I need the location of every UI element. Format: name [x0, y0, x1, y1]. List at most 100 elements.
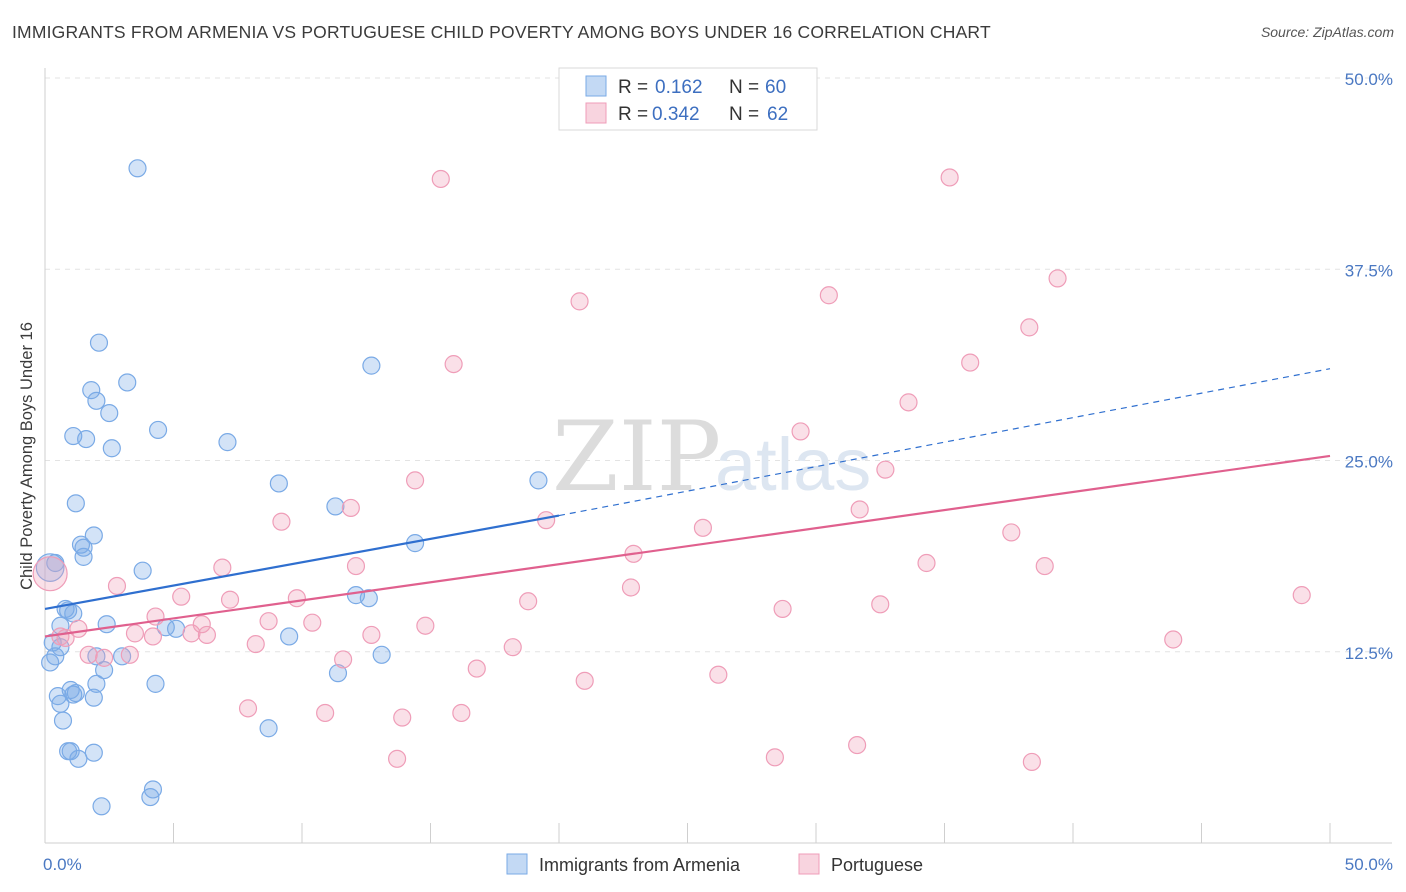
point-armenia — [66, 494, 85, 513]
bottom-legend-portuguese: Portuguese — [831, 855, 923, 875]
point-portuguese — [444, 355, 463, 374]
point-portuguese — [172, 587, 191, 606]
point-portuguese — [107, 576, 127, 596]
point-portuguese — [871, 595, 890, 614]
source-label: Source: ZipAtlas.com — [1260, 24, 1394, 40]
point-armenia — [89, 333, 109, 352]
point-armenia — [82, 381, 101, 400]
point-portuguese — [1292, 586, 1311, 605]
point-portuguese — [341, 498, 360, 518]
point-armenia — [362, 356, 381, 375]
point-portuguese — [303, 613, 322, 632]
point-portuguese — [940, 168, 959, 187]
bottom-legend-armenia: Immigrants from Armenia — [539, 855, 741, 875]
watermark-zip: ZIP — [552, 401, 721, 513]
point-armenia — [69, 749, 88, 768]
point-portuguese — [621, 578, 641, 597]
trend-line-portuguese — [44, 454, 1331, 638]
point-portuguese — [316, 703, 335, 723]
y-tick-label: 25.0% — [1345, 453, 1393, 472]
y-tick-label: 37.5% — [1345, 261, 1393, 280]
point-armenia — [84, 526, 103, 545]
bottom-legend-swatch-armenia — [506, 853, 528, 875]
point-portuguese — [876, 460, 895, 479]
point-portuguese — [416, 616, 435, 635]
point-portuguese — [69, 619, 88, 638]
x-tick-labels: 0.0% 50.0% — [43, 855, 1393, 874]
point-portuguese — [388, 749, 407, 768]
legend-r-label: R = — [618, 77, 648, 98]
watermark-atlas: atlas — [715, 423, 871, 506]
point-armenia — [87, 674, 106, 693]
point-armenia — [35, 553, 65, 582]
point-portuguese — [575, 671, 594, 690]
point-portuguese — [197, 625, 216, 645]
point-armenia — [87, 391, 106, 410]
point-armenia — [143, 780, 163, 799]
point-armenia — [61, 680, 80, 700]
point-armenia — [133, 561, 152, 580]
bottom-legend-swatch-portuguese — [798, 853, 820, 875]
chart-title: IMMIGRANTS FROM ARMENIA VS PORTUGUESE CH… — [12, 22, 991, 42]
point-portuguese — [467, 659, 486, 678]
point-portuguese — [537, 511, 556, 530]
y-tick-label: 12.5% — [1345, 644, 1393, 663]
legend-n-value: 60 — [765, 77, 786, 98]
point-portuguese — [1048, 269, 1067, 288]
point-portuguese — [1022, 752, 1041, 771]
point-armenia — [259, 719, 278, 738]
data-points — [32, 159, 1311, 816]
point-armenia — [87, 647, 106, 666]
legend-swatch-pink — [585, 102, 607, 124]
trend-line-armenia-projection — [558, 368, 1331, 517]
point-armenia — [46, 647, 65, 666]
point-portuguese — [143, 627, 163, 646]
point-portuguese — [570, 292, 589, 311]
point-armenia — [77, 429, 96, 449]
y-axis-label: Child Poverty Among Boys Under 16 — [18, 322, 36, 590]
trend-line-armenia — [44, 514, 560, 610]
legend-n-label: N = — [729, 77, 759, 98]
legend-n-label: N = — [729, 104, 759, 125]
point-portuguese — [272, 512, 291, 531]
point-armenia — [146, 674, 165, 693]
trend-lines — [44, 368, 1331, 638]
point-armenia — [100, 403, 119, 423]
point-portuguese — [125, 624, 145, 643]
point-portuguese — [1035, 556, 1054, 576]
point-armenia — [102, 439, 121, 458]
legend-box: R = 0.162 N = 60 R = 0.342 N = 62 — [558, 67, 818, 131]
x-tick-label: 0.0% — [43, 855, 82, 874]
legend-n-value: 62 — [767, 104, 788, 125]
point-armenia — [64, 604, 83, 623]
point-portuguese — [182, 624, 201, 643]
point-armenia — [326, 497, 345, 516]
point-portuguese — [192, 615, 211, 634]
x-tick-label: 50.0% — [1345, 855, 1393, 874]
point-portuguese — [362, 625, 381, 645]
point-armenia — [529, 471, 548, 490]
grid-lines — [45, 77, 1392, 653]
point-portuguese — [850, 500, 869, 519]
point-portuguese — [773, 599, 792, 618]
point-armenia — [84, 743, 103, 762]
point-portuguese — [287, 589, 306, 608]
point-portuguese — [259, 612, 278, 631]
point-armenia — [92, 797, 111, 816]
point-portuguese — [95, 648, 114, 667]
point-armenia — [66, 683, 85, 703]
point-armenia — [61, 742, 80, 761]
point-portuguese — [519, 592, 538, 611]
point-portuguese — [431, 169, 450, 189]
point-portuguese — [346, 556, 366, 576]
point-armenia — [53, 711, 73, 730]
point-portuguese — [405, 471, 425, 490]
point-armenia — [280, 627, 299, 646]
point-armenia — [128, 159, 147, 178]
point-armenia — [97, 615, 116, 634]
point-armenia — [218, 433, 237, 452]
legend-r-value: 0.162 — [655, 77, 703, 98]
point-portuguese — [848, 736, 867, 755]
watermark: ZIP atlas — [552, 401, 871, 513]
